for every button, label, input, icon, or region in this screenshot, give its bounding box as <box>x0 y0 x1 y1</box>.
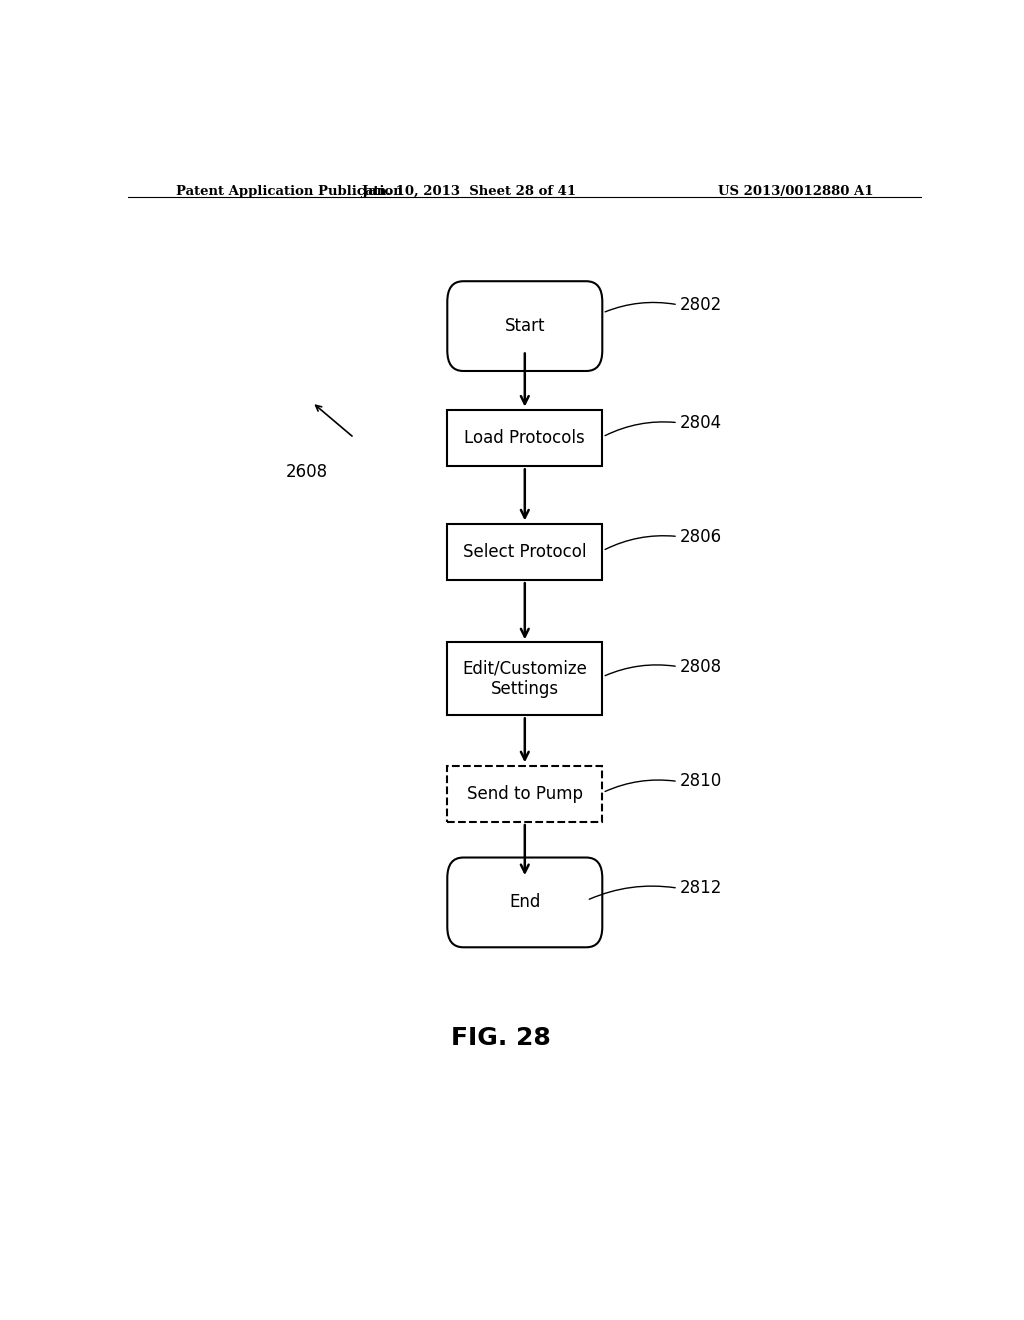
Text: End: End <box>509 894 541 911</box>
FancyBboxPatch shape <box>447 411 602 466</box>
Text: 2804: 2804 <box>680 413 722 432</box>
Text: Select Protocol: Select Protocol <box>463 543 587 561</box>
Text: 2810: 2810 <box>680 772 722 791</box>
Text: Send to Pump: Send to Pump <box>467 784 583 803</box>
Text: Load Protocols: Load Protocols <box>465 429 585 447</box>
FancyBboxPatch shape <box>447 524 602 579</box>
Text: 2806: 2806 <box>680 528 722 545</box>
Text: 2608: 2608 <box>286 463 328 482</box>
Text: 2808: 2808 <box>680 657 722 676</box>
Text: Start: Start <box>505 317 545 335</box>
Text: FIG. 28: FIG. 28 <box>452 1026 551 1049</box>
FancyBboxPatch shape <box>447 643 602 715</box>
Text: Edit/Customize
Settings: Edit/Customize Settings <box>463 660 587 698</box>
Text: Patent Application Publication: Patent Application Publication <box>176 185 402 198</box>
Text: 2802: 2802 <box>680 296 722 314</box>
Text: 2812: 2812 <box>680 879 722 898</box>
FancyBboxPatch shape <box>447 281 602 371</box>
FancyBboxPatch shape <box>447 766 602 821</box>
Text: US 2013/0012880 A1: US 2013/0012880 A1 <box>719 185 873 198</box>
Text: Jan. 10, 2013  Sheet 28 of 41: Jan. 10, 2013 Sheet 28 of 41 <box>362 185 577 198</box>
FancyBboxPatch shape <box>447 858 602 948</box>
